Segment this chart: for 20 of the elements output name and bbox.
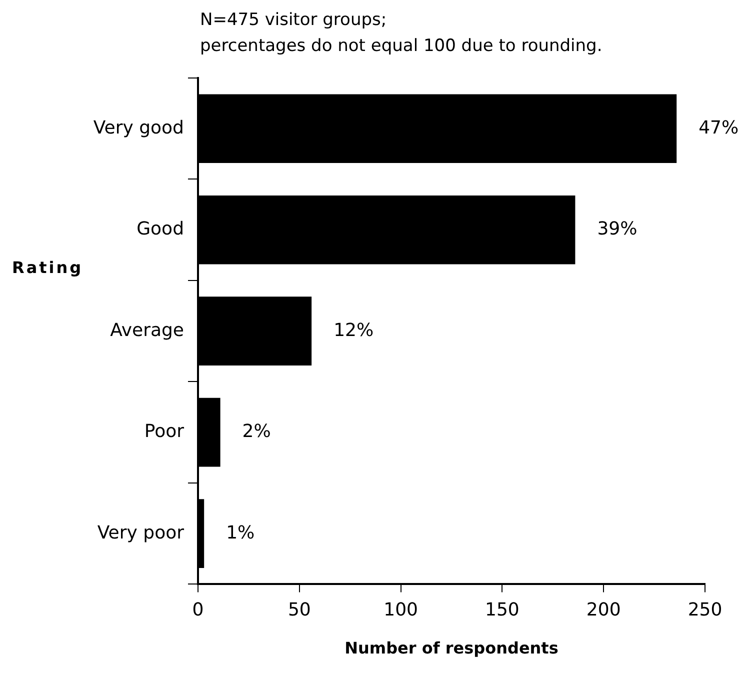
x-tick-label: 50 (288, 600, 311, 621)
annotation: 12% (334, 320, 374, 341)
y-tick-label: Good (136, 218, 184, 240)
x-tick-label: 150 (485, 600, 520, 621)
annotation: 1% (226, 522, 255, 544)
y-tick-label: Poor (144, 421, 185, 442)
y-tick-label: Average (110, 320, 184, 341)
y-tick-label: Very good (93, 117, 184, 138)
chart-title: N=475 visitor groups; (200, 10, 387, 30)
x-tick-label: 200 (586, 600, 621, 621)
x-tick-label: 100 (384, 600, 418, 621)
x-tick-label: 250 (688, 600, 722, 621)
annotation: 2% (242, 421, 271, 442)
annotation: 47% (698, 117, 739, 138)
x-tick-label: 0 (192, 600, 204, 621)
y-axis-title: Rating (12, 258, 84, 277)
chart-subtitle: percentages do not equal 100 due to rounding. (200, 36, 602, 56)
y-tick-label: Very poor (97, 522, 185, 544)
x-axis-title: Number of respondents (344, 638, 558, 658)
annotation: 39% (597, 218, 638, 240)
